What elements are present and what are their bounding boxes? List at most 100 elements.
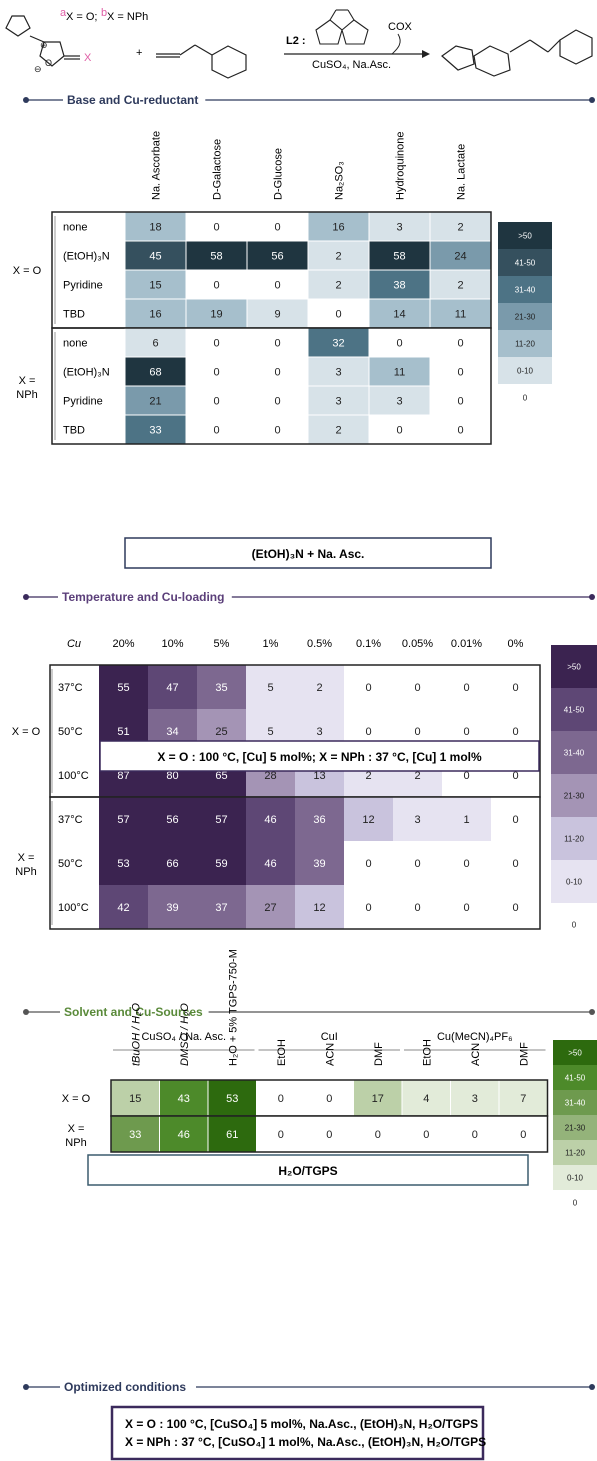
heatmap-cell	[307, 211, 370, 242]
heatmap-cell	[246, 298, 309, 329]
row-label: 37°C	[58, 814, 83, 826]
row-label: Pyridine	[63, 396, 103, 408]
heatmap-cell	[393, 885, 442, 929]
row-label: none	[63, 222, 87, 234]
column-label: 0.5%	[307, 638, 332, 650]
legend-label: 21-30	[564, 792, 585, 801]
cell-value: 0	[375, 1129, 381, 1141]
heatmap-temperature-loading: Cu 20% 10% 5% 1% 0.5% 0.1% 0.05% 0.01% 0%37°C 55 47…	[12, 638, 597, 930]
cell-value: 0	[274, 338, 280, 350]
reaction-scheme: ⊕ ⊖ O X a X = O; b X = NPh + L2 : COX Cu…	[5, 7, 593, 79]
heatmap-cell	[246, 885, 295, 929]
column-label: Na₂SO₃	[334, 161, 346, 200]
cell-value: 11	[394, 367, 405, 379]
corner-label: Cu	[67, 638, 81, 650]
column-label: DMF	[518, 1042, 530, 1066]
heatmap-cell	[197, 665, 246, 709]
group-label: X = O	[12, 726, 41, 738]
heatmap-cell	[368, 269, 431, 300]
heatmap-cell	[124, 211, 187, 242]
cell-value: 0	[414, 682, 420, 694]
legend-label: 11-20	[515, 340, 535, 349]
cell-value: 32	[332, 338, 344, 350]
cell-value: 7	[520, 1093, 526, 1105]
legend-swatch	[551, 688, 597, 731]
heatmap-cell	[185, 240, 248, 271]
cell-value: 12	[313, 902, 325, 914]
row-label: 50°C	[58, 858, 83, 870]
heatmap-cell	[368, 414, 431, 445]
cell-value: 33	[149, 425, 161, 437]
cell-value: 18	[149, 222, 161, 234]
column-label: ACN	[470, 1043, 482, 1066]
cell-value: 2	[457, 222, 463, 234]
cell-value: 24	[454, 251, 466, 263]
column-group-label: CuSO₄ / Na. Asc.	[141, 1031, 226, 1043]
svg-text:O: O	[45, 58, 52, 68]
cell-value: 39	[166, 902, 178, 914]
legend-swatch	[498, 330, 552, 357]
cell-value: 28	[264, 770, 276, 782]
heatmap-cell	[393, 665, 442, 709]
ligand-structure	[315, 9, 369, 45]
group-label: X =	[19, 375, 36, 387]
heatmap-cell	[159, 1079, 209, 1117]
legend-swatch	[551, 817, 597, 860]
cell-value: 0	[463, 770, 469, 782]
cell-value: 0	[512, 770, 518, 782]
group-label-line2: NPh	[15, 866, 36, 878]
cell-value: 0	[274, 425, 280, 437]
heatmap-cell	[353, 1079, 403, 1117]
legend-swatch	[498, 222, 552, 249]
cell-value: 56	[166, 814, 178, 826]
column-group-label: Cu(MeCN)₄PF₆	[437, 1031, 513, 1043]
svg-text:⊕: ⊕	[40, 40, 48, 50]
column-label: EtOH	[421, 1039, 433, 1066]
heatmap-cell	[295, 885, 344, 929]
row-label: 100°C	[58, 770, 89, 782]
cell-value: 47	[166, 682, 178, 694]
cell-value: 0	[457, 338, 463, 350]
cell-value: 14	[393, 309, 405, 321]
heatmap-cell	[148, 841, 197, 885]
cell-value: 0	[326, 1129, 332, 1141]
cell-value: 3	[396, 396, 402, 408]
legend-swatch	[551, 645, 597, 688]
group-border	[110, 1115, 549, 1153]
heatmap-cell	[148, 885, 197, 929]
heatmap-cell	[368, 240, 431, 271]
legend-label: 31-40	[565, 1099, 586, 1108]
legend-label: 41-50	[565, 1074, 586, 1083]
section-dot-end	[589, 1384, 595, 1390]
heatmap-cell	[368, 211, 431, 242]
group-border	[49, 796, 541, 930]
cell-value: 43	[178, 1093, 190, 1105]
legend-swatch	[551, 860, 597, 903]
group-label: X = O	[62, 1093, 91, 1105]
scheme-label-a: X = O;	[66, 11, 98, 23]
cell-value: 37	[215, 902, 227, 914]
heatmap-cell	[442, 885, 491, 929]
group-label: X =	[68, 1123, 85, 1135]
group-border	[51, 327, 492, 445]
svg-text:⊖: ⊖	[34, 64, 42, 74]
legend-label: 0-10	[517, 367, 534, 376]
cell-value: 27	[264, 902, 276, 914]
cell-value: 5	[267, 682, 273, 694]
column-label: 20%	[112, 638, 134, 650]
heatmap-cell	[344, 841, 393, 885]
cell-value: 17	[372, 1093, 384, 1105]
legend-label: 21-30	[565, 1124, 586, 1133]
heatmap-cell	[246, 665, 295, 709]
cell-value: 33	[129, 1129, 141, 1141]
section-title: Temperature and Cu-loading	[62, 590, 224, 604]
cell-value: 68	[149, 367, 161, 379]
legend-label: 0-10	[566, 878, 583, 887]
heatmap-cell	[442, 841, 491, 885]
heatmap-cell	[295, 797, 344, 841]
cell-value: 0	[274, 396, 280, 408]
heatmap-cell	[393, 797, 442, 841]
cell-value: 46	[264, 858, 276, 870]
cell-value: 0	[463, 682, 469, 694]
cell-value: 0	[365, 902, 371, 914]
